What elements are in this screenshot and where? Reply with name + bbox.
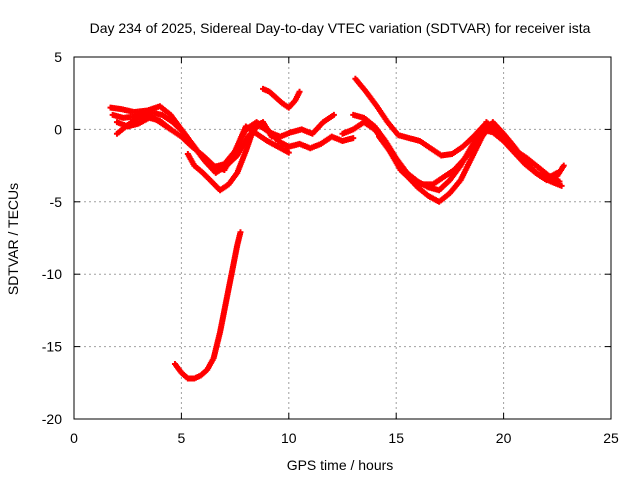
series-track-4 [113,111,174,137]
x-tick-label: 20 [496,430,512,446]
y-tick-label: -10 [42,266,62,282]
x-tick-label: 25 [603,430,619,446]
data-point-marker [285,149,292,156]
series-track-5 [184,119,275,194]
x-tick-label: 15 [388,430,404,446]
series-track-10 [376,119,565,189]
data-point-marker [330,111,337,118]
data-point-marker [237,229,244,236]
y-axis-label: SDTVAR / TECUs [5,183,21,295]
y-tick-labels: -20 -15 -10 -5 0 5 [42,49,62,427]
x-tick-label: 0 [70,430,78,446]
series-track-6 [260,85,303,111]
y-tick-label: 0 [54,121,62,137]
axis-ticks [73,56,612,420]
x-tick-label: 5 [178,430,186,446]
x-axis-label: GPS time / hours [287,457,394,473]
data-point-marker [560,162,567,169]
y-tick-label: 5 [54,49,62,65]
data-series-layer [107,75,567,382]
y-tick-label: -15 [42,339,62,355]
x-tick-labels: 0 5 10 15 20 25 [70,430,619,446]
y-tick-label: -5 [50,194,63,210]
plot-frame [73,56,612,420]
data-point-marker [296,88,303,95]
chart-title: Day 234 of 2025, Sidereal Day-to-day VTE… [90,20,591,36]
grid [74,57,611,419]
data-point-marker [167,126,174,133]
data-point-marker [558,182,565,189]
x-tick-label: 10 [281,430,297,446]
data-point-marker [268,133,275,140]
data-point-marker [350,135,357,142]
y-tick-label: -20 [42,411,62,427]
series-track-11 [171,229,244,382]
